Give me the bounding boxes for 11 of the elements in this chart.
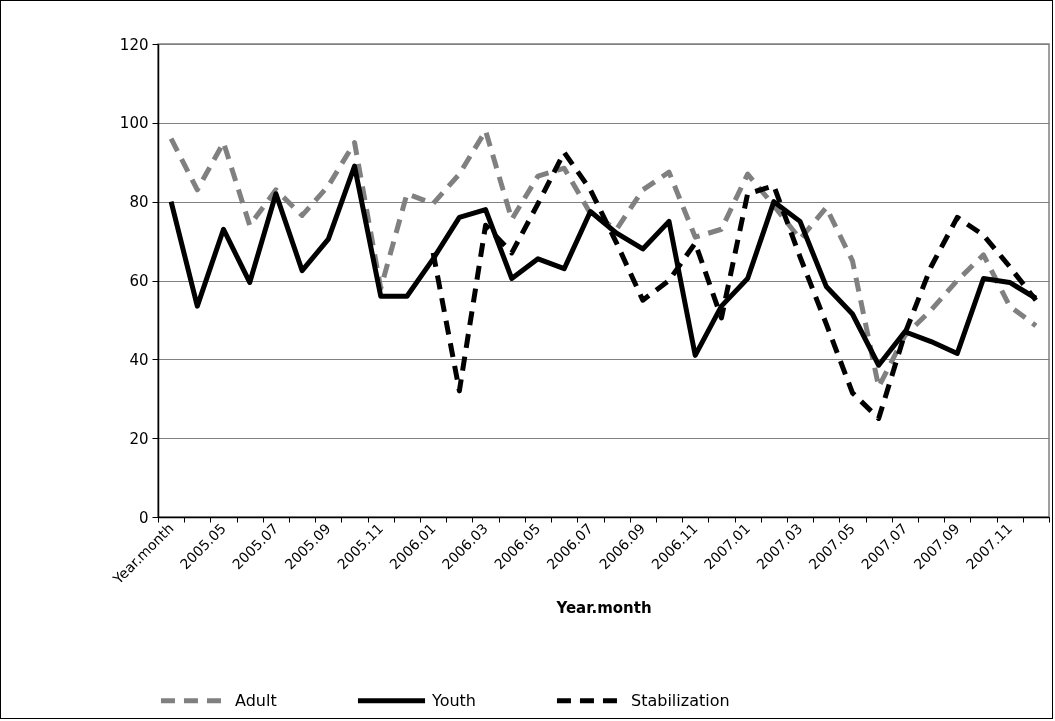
legend-label: Adult	[235, 690, 277, 710]
legend-label: Youth	[431, 690, 476, 710]
y-tick-label: 0	[138, 508, 149, 527]
y-tick-label: 60	[129, 272, 149, 290]
y-tick-label: 20	[129, 429, 149, 448]
y-tick-label: 80	[129, 193, 149, 212]
y-tick-label: 40	[129, 350, 149, 369]
y-tick-label: 120	[119, 35, 149, 54]
y-tick-label: 100	[119, 114, 149, 133]
legend-label: Stabilization	[631, 690, 730, 710]
x-axis-title: Year.month	[555, 598, 652, 617]
